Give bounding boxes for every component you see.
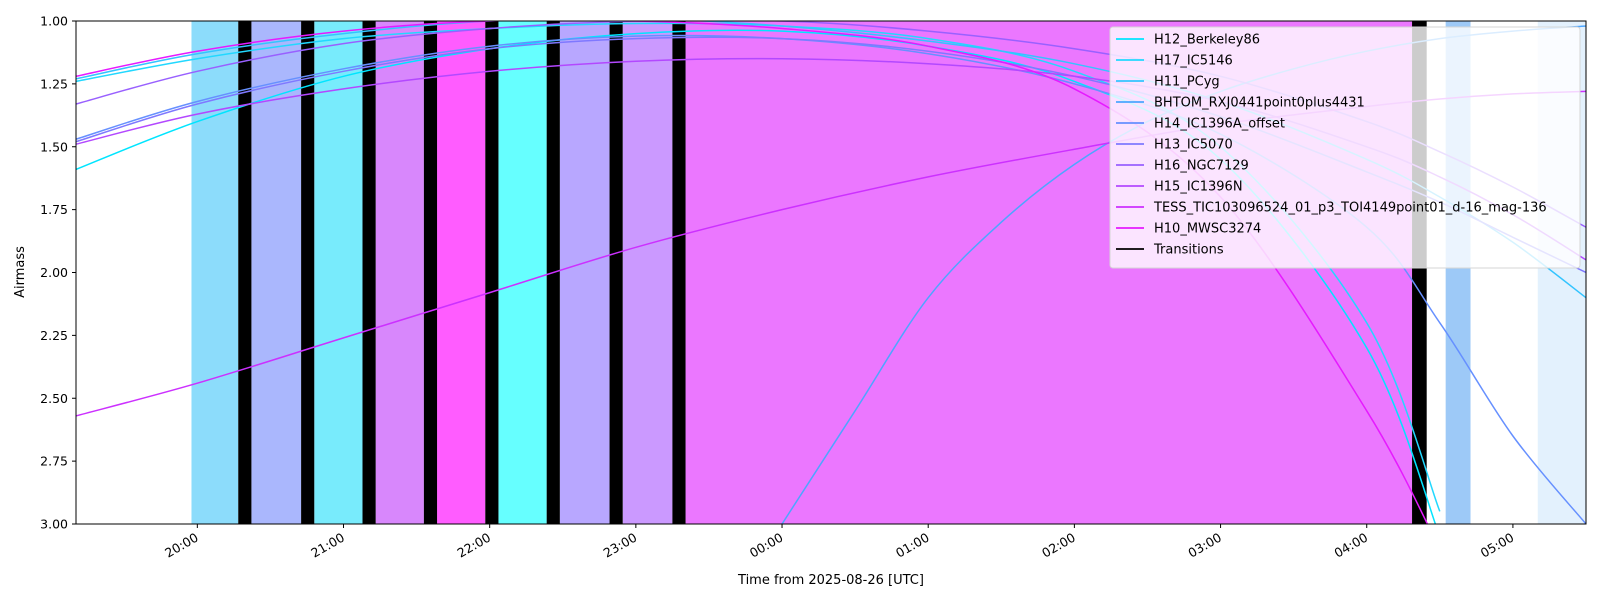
legend-entry-label: H11_PCyg [1154, 75, 1220, 90]
x-tick-label: 01:00 [893, 530, 932, 561]
x-tick-label: 20:00 [162, 530, 201, 561]
x-axis-label: Time from 2025-08-26 [UTC] [737, 573, 924, 588]
observation-block-3 [375, 21, 424, 524]
x-tick-label: 02:00 [1039, 530, 1078, 561]
transition-bar-7 [672, 21, 686, 524]
observation-block-2 [314, 21, 363, 524]
legend-entry-label: H12_Berkeley86 [1154, 33, 1260, 48]
observation-block-6 [559, 21, 610, 524]
x-tick-label: 23:00 [601, 530, 640, 561]
legend-box [1109, 26, 1581, 269]
legend: H12_Berkeley86 H17_IC5146 H11_PCyg BHTOM_RX… [1109, 26, 1581, 269]
y-tick-label: 3.00 [40, 517, 68, 532]
legend-entry-label: H15_IC1396N [1154, 180, 1243, 195]
y-axis-label: Airmass [13, 246, 28, 298]
x-tick-label: 04:00 [1332, 530, 1371, 561]
observation-block-5 [498, 21, 547, 524]
x-tick-label: 03:00 [1185, 530, 1224, 561]
transition-bar-2 [362, 21, 376, 524]
legend-entry-label: H13_IC5070 [1154, 138, 1233, 153]
y-tick-label: 2.25 [40, 328, 68, 343]
legend-entry-label: TESS_TIC103096524_01_p3_TOI4149point01_d… [1153, 201, 1547, 216]
legend-entry-label: H10_MWSC3274 [1154, 222, 1261, 237]
transition-bar-0 [238, 21, 252, 524]
y-tick-label: 1.50 [40, 139, 68, 154]
transition-bar-3 [423, 21, 438, 524]
x-tick-label: 05:00 [1478, 530, 1517, 561]
x-axis-ticks: 20:00 21:00 22:00 23:00 00:00 01:00 02:00 03:00… [162, 524, 1516, 561]
observation-block-0 [191, 21, 239, 524]
legend-entry-label: H17_IC5146 [1154, 54, 1233, 69]
x-tick-label: 00:00 [747, 530, 786, 561]
transition-bar-1 [301, 21, 315, 524]
observation-block-7 [622, 21, 673, 524]
observation-block-1 [251, 21, 302, 524]
series-line-9 [76, 21, 1429, 524]
y-tick-label: 1.25 [40, 76, 68, 91]
legend-entry-label: Transitions [1153, 243, 1224, 258]
x-tick-label: 21:00 [308, 530, 347, 561]
y-tick-label: 2.00 [40, 265, 68, 280]
observation-block-4 [437, 21, 486, 524]
y-tick-label: 2.75 [40, 454, 68, 469]
legend-entry-label: BHTOM_RXJ0441point0plus4431 [1154, 96, 1365, 111]
series-line-4 [76, 34, 1586, 524]
transition-bar-4 [485, 21, 499, 524]
legend-entry-label: H16_NGC7129 [1154, 159, 1249, 174]
x-tick-label: 22:00 [454, 530, 493, 561]
transition-bars [238, 21, 1427, 524]
y-tick-label: 2.50 [40, 391, 68, 406]
transition-bar-6 [609, 21, 623, 524]
legend-entry-label: H14_IC1396A_offset [1154, 117, 1285, 132]
y-tick-label: 1.00 [40, 14, 68, 29]
y-axis-ticks: 1.00 1.25 1.50 1.75 2.00 2.25 2.50 2.75 3.00 [40, 14, 76, 532]
y-tick-label: 1.75 [40, 202, 68, 217]
